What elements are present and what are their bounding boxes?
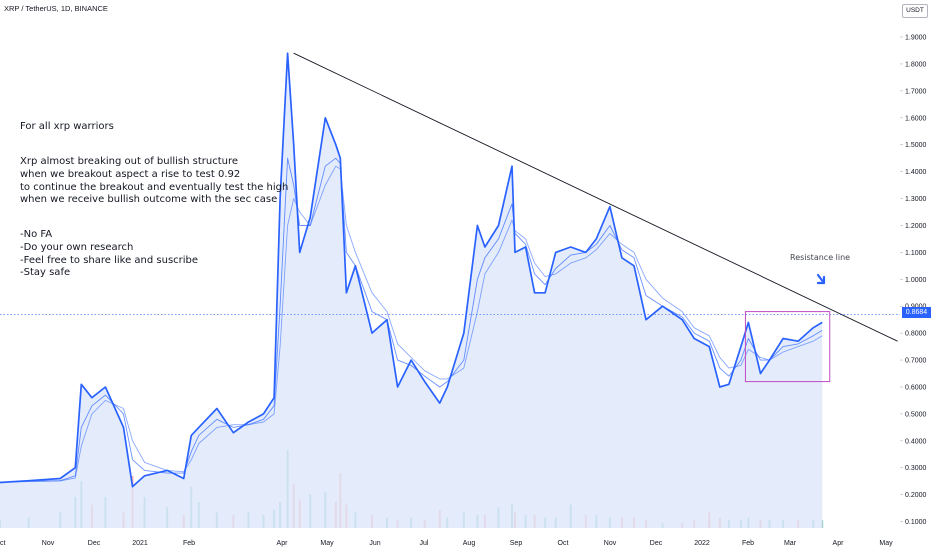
y-tick-label: 0.5000: [905, 411, 927, 418]
x-tick-label: Aug: [463, 540, 476, 547]
arrow-icon: [816, 273, 826, 285]
y-tick-label: 1.0000: [905, 277, 927, 284]
y-tick-label: 1.7000: [905, 88, 927, 95]
y-axis: 1.9000 1.8000 1.7000 1.6000 1.5000 1.4000 1.30…: [900, 35, 927, 526]
x-tick-label: Jun: [369, 540, 380, 547]
x-tick-label: Apr: [833, 540, 845, 547]
x-tick-label: 2021: [132, 540, 148, 547]
y-tick-label: 1.8000: [905, 61, 927, 68]
annotation-body: Xrp almost breaking out of bullish struc…: [20, 156, 288, 207]
y-tick-label: 1.6000: [905, 115, 927, 122]
x-tick-label: May: [320, 540, 334, 547]
x-tick-label: Dec: [88, 540, 101, 547]
annotation-line: Xrp almost breaking out of bullish struc…: [20, 156, 239, 167]
annotation-heading: For all xrp warriors: [20, 121, 114, 132]
y-tick-label: 0.2000: [905, 492, 927, 499]
last-price-label: 0.8684: [902, 307, 931, 318]
consolidation-box[interactable]: [744, 311, 831, 383]
x-tick-label: 2022: [694, 540, 710, 547]
y-tick-label: 1.1000: [905, 250, 927, 257]
annotation-line: when we receive bullish outcome with the…: [20, 194, 278, 206]
x-tick-label: Sep: [510, 540, 523, 547]
y-tick-label: 0.8000: [905, 331, 927, 338]
x-tick-label: May: [879, 540, 893, 547]
y-tick-label: 0.6000: [905, 384, 927, 391]
resistance-label: Resistance line: [790, 253, 851, 262]
resistance-trendline[interactable]: [293, 52, 898, 342]
currency-badge[interactable]: USDT: [902, 4, 928, 18]
x-tick-label: Nov: [604, 540, 617, 547]
x-tick-label: Nov: [42, 540, 55, 547]
price-series: [0, 52, 823, 488]
x-tick-label: Apr: [277, 540, 289, 547]
price-line: [0, 52, 823, 488]
y-tick-label: 0.4000: [905, 438, 927, 445]
x-tick-label: Jul: [420, 540, 429, 547]
annotation-bullet: -Feel free to share like and suscribe: [20, 254, 199, 266]
annotation-line: when we breakout aspect a rise to test 0…: [20, 168, 241, 180]
annotation-line: to continue the breakout and eventually …: [20, 181, 289, 193]
y-tick-label: 1.5000: [905, 142, 927, 149]
y-tick-label: 1.4000: [905, 169, 927, 176]
y-tick-label: 1.3000: [905, 196, 927, 203]
x-axis: Oct Nov Dec 2021 Feb Apr May Jun Jul Aug Sep Oct Nov…: [0, 540, 893, 547]
x-tick-label: Dec: [650, 540, 663, 547]
annotation-bullet: -Do your own research: [20, 241, 134, 253]
y-tick-label: 0.3000: [905, 465, 927, 472]
y-tick-label: 1.9000: [905, 35, 927, 42]
x-tick-label: Feb: [742, 540, 754, 547]
x-tick-label: Oct: [0, 540, 5, 547]
price-area-fill: [0, 53, 823, 528]
annotation-list: -No FA -Do your own research -Feel free …: [20, 229, 198, 280]
x-tick-label: Oct: [558, 540, 569, 547]
y-tick-label: 0.1000: [905, 519, 927, 526]
annotation-bullet: -No FA: [20, 229, 53, 240]
x-tick-label: Mar: [784, 540, 797, 547]
symbol-title[interactable]: XRP / TetherUS, 1D, BINANCE: [4, 4, 108, 13]
price-line: [0, 157, 823, 483]
y-tick-label: 0.7000: [905, 358, 927, 365]
volume-bar: [821, 520, 824, 528]
annotation-bullet: -Stay safe: [20, 267, 71, 279]
price-line: [0, 165, 823, 483]
y-tick-label: 1.2000: [905, 223, 927, 230]
x-tick-label: Feb: [183, 540, 195, 547]
